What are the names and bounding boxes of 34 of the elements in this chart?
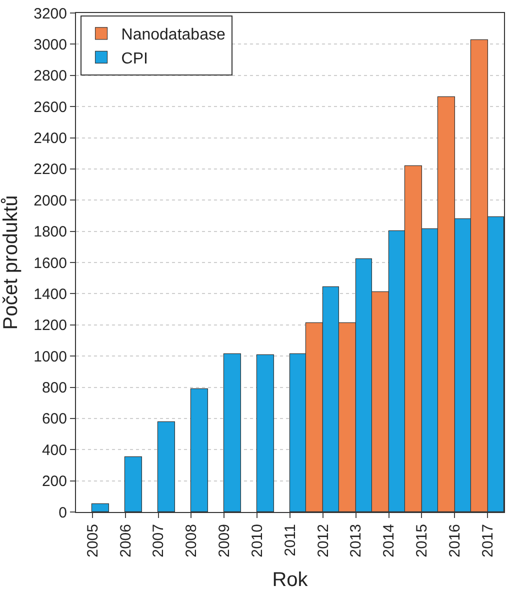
x-tick-label: 2009	[216, 524, 234, 558]
x-tick-label: 2016	[446, 524, 464, 558]
y-tick-label: 1400	[34, 286, 67, 303]
y-tick-label: 2600	[34, 98, 67, 116]
x-tick-label: 2014	[380, 524, 398, 558]
y-tick-label: 2200	[34, 161, 67, 178]
y-tick-label: 3200	[34, 5, 67, 22]
x-tick-label: 2007	[150, 524, 168, 558]
y-tick-label: 2000	[34, 192, 67, 210]
y-tick-label: 2400	[34, 130, 67, 147]
x-tick-label: 2013	[348, 524, 365, 558]
y-tick-label: 1800	[34, 224, 67, 241]
x-tick-label: 2012	[314, 524, 332, 558]
legend-label: Nanodatabase	[121, 26, 226, 44]
y-tick-label: 200	[42, 473, 67, 490]
y-tick-label: 1000	[34, 348, 67, 366]
x-tick-label: 2008	[183, 524, 200, 558]
y-tick-label: 1600	[34, 254, 67, 272]
y-axis-title: Počet produktů	[0, 195, 22, 330]
y-tick-label: 400	[42, 442, 67, 459]
x-tick-label: 2015	[414, 524, 431, 558]
y-tick-label: 1200	[34, 317, 67, 334]
legend-label: CPI	[121, 50, 148, 68]
x-tick-label: 2005	[84, 524, 102, 558]
x-tick-label: 2006	[117, 524, 134, 558]
y-tick-label: 800	[42, 380, 67, 396]
x-tick-label: 2010	[248, 524, 266, 558]
x-tick-label: 2017	[479, 524, 496, 558]
y-tick-label: 2800	[34, 68, 67, 85]
y-tick-label: 600	[42, 410, 67, 428]
x-axis-title: Rok	[272, 568, 309, 591]
y-tick-label: 3000	[34, 36, 67, 54]
y-tick-label: 0	[58, 504, 67, 522]
x-tick-label: 2011	[282, 524, 299, 556]
